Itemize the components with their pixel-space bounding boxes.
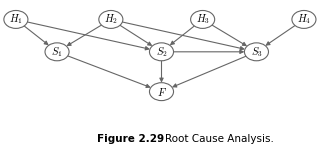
Text: $S_1$: $S_1$ xyxy=(51,45,63,59)
Ellipse shape xyxy=(150,83,173,101)
Ellipse shape xyxy=(245,43,268,61)
Ellipse shape xyxy=(191,11,215,28)
Text: $S_3$: $S_3$ xyxy=(251,45,262,59)
Ellipse shape xyxy=(99,11,123,28)
Text: Figure 2.29: Figure 2.29 xyxy=(97,134,164,144)
Text: Root Cause Analysis.: Root Cause Analysis. xyxy=(152,134,274,144)
Ellipse shape xyxy=(4,11,28,28)
Text: $H_4$: $H_4$ xyxy=(297,13,311,26)
Ellipse shape xyxy=(292,11,316,28)
Text: $H_2$: $H_2$ xyxy=(104,13,118,26)
Ellipse shape xyxy=(45,43,69,61)
Text: $F$: $F$ xyxy=(157,86,166,98)
Text: $H_1$: $H_1$ xyxy=(9,13,23,26)
Ellipse shape xyxy=(150,43,173,61)
Text: $H_3$: $H_3$ xyxy=(196,13,210,26)
Text: $S_2$: $S_2$ xyxy=(156,45,167,59)
